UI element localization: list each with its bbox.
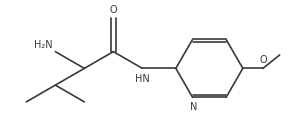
Text: N: N xyxy=(190,102,197,112)
Text: HN: HN xyxy=(135,74,150,84)
Text: O: O xyxy=(110,5,117,15)
Text: O: O xyxy=(259,55,267,65)
Text: H₂N: H₂N xyxy=(34,40,53,50)
